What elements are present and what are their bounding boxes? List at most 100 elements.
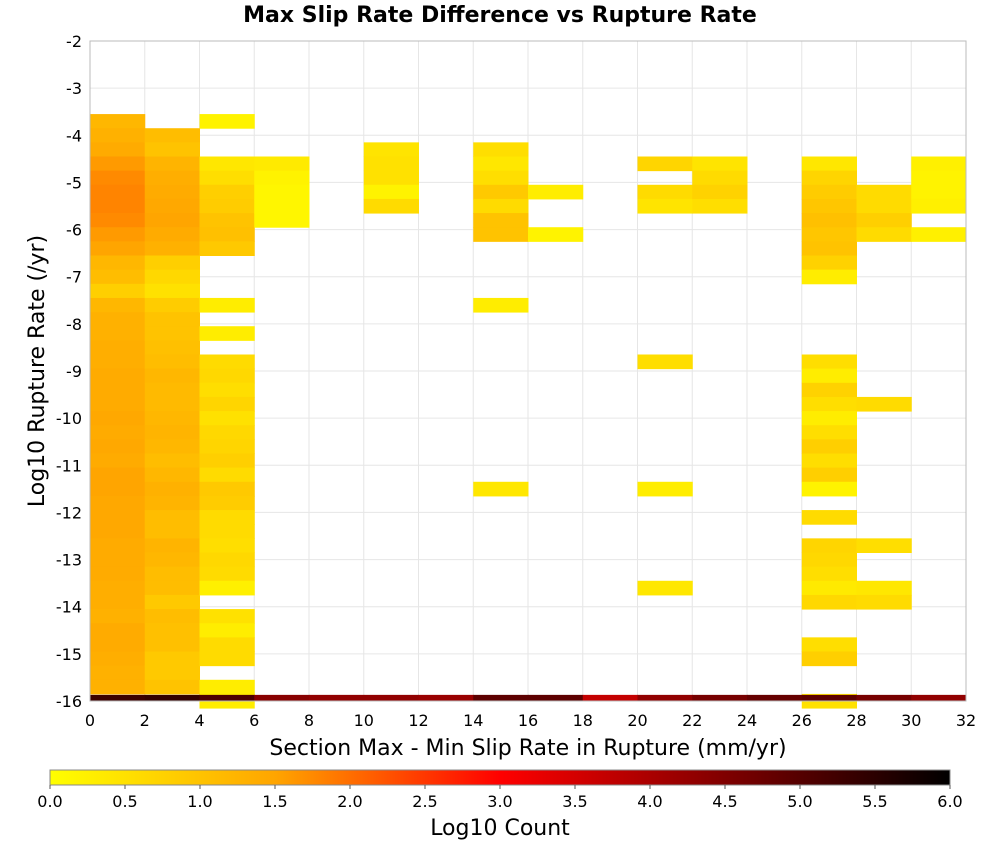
y-tick-label: -3 [66,79,82,98]
heatmap-cell [90,156,146,172]
colorbar-tick-label: 0.5 [112,792,137,811]
heatmap-cell [199,467,255,483]
heatmap-cell [911,198,967,214]
heatmap-cell [801,510,857,525]
colorbar-tick-label: 4.0 [637,792,662,811]
heatmap-cell [90,538,146,553]
heatmap-cell [144,142,200,157]
x-tick-label: 30 [901,711,921,730]
heatmap-cell-bottom-row [418,694,474,701]
heatmap-cell [199,552,255,568]
y-tick-label: -16 [56,692,82,711]
heatmap-cell [801,156,857,172]
chart-title: Max Slip Rate Difference vs Rupture Rate [243,3,757,28]
heatmap-cell [90,283,146,299]
heatmap-cell-bottom-row [637,694,693,701]
heatmap-cell [801,439,857,454]
x-tick-label: 22 [682,711,702,730]
heatmap-cell [144,255,200,271]
x-tick-label: 4 [194,711,204,730]
heatmap-cell [199,679,255,695]
heatmap-cell [90,382,146,398]
heatmap-cell-bottom-row [363,694,419,701]
heatmap-cell [801,354,857,370]
heatmap-cell [199,382,255,398]
x-tick-label: 18 [573,711,593,730]
heatmap-cell [199,651,255,667]
heatmap-cell [90,637,146,652]
heatmap-cell [692,156,748,172]
heatmap-cell [199,156,255,172]
heatmap-cell [90,594,146,610]
heatmap-cell [473,227,529,242]
heatmap-cell [144,495,200,511]
heatmap-cell [144,213,200,228]
heatmap-cell [144,396,200,412]
heatmap-cell [90,467,146,483]
heatmap-cell [801,368,857,384]
colorbar-tick-label: 1.0 [187,792,212,811]
heatmap-cell [90,524,146,539]
x-tick-label: 24 [737,711,757,730]
heatmap-cell-bottom-row [90,694,146,701]
heatmap-cell [856,396,912,412]
heatmap-cell [90,439,146,454]
heatmap-cell [801,580,857,596]
heatmap-cell [637,481,693,497]
heatmap-cell [473,297,529,313]
heatmap-cell [90,170,146,186]
heatmap-cell [637,198,693,214]
heatmap-cell [144,269,200,285]
heatmap-cell [144,580,200,596]
colorbar-tick-label: 5.0 [787,792,812,811]
x-tick-label: 28 [846,711,866,730]
colorbar-tick-labels: 0.0 0.5 1.0 1.5 2.0 2.5 3.0 3.5 4.0 4.5 5.0 5.5 6.0 [37,785,963,811]
heatmap-cell [199,580,255,596]
heatmap-cell [199,623,255,638]
colorbar-tick-label: 5.5 [862,792,887,811]
heatmap-cell [856,198,912,214]
heatmap-cell [199,453,255,469]
heatmap-cell-bottom-row [747,694,803,701]
heatmap-cell [801,184,857,200]
heatmap-cell-bottom-row [692,694,748,701]
heatmap-cell [90,128,146,143]
heatmap-cell [90,665,146,681]
heatmap-cell [90,241,146,256]
heatmap-cell [856,594,912,610]
heatmap-cell [199,481,255,497]
heatmap-cell [199,510,255,525]
y-tick-labels: -2 -3 -4 -5 -6 -7 -8 -9 -10 -11 -12 -13 -14 -15 -16 [56,32,82,711]
heatmap-cell [801,269,857,285]
heatmap-cell [144,184,200,200]
plot-frame [89,40,967,702]
heatmap-cell [199,538,255,553]
heatmap-cell [199,354,255,370]
y-tick-label: -5 [66,173,82,192]
heatmap-cell [144,524,200,539]
heatmap-cell [90,651,146,667]
colorbar-tick-label: 0.0 [37,792,62,811]
x-tick-label: 8 [304,711,314,730]
heatmap-cell [90,142,146,157]
heatmap-cell [90,368,146,384]
x-axis-title: Section Max - Min Slip Rate in Rupture (… [269,736,786,761]
x-tick-label: 2 [140,711,150,730]
colorbar-tick-label: 3.5 [562,792,587,811]
heatmap-cell [692,198,748,214]
y-tick-label: -6 [66,221,82,240]
heatmap-cell [144,637,200,652]
heatmap-cell [199,227,255,242]
heatmap-cell [528,227,584,242]
heatmap-cell [90,609,146,624]
heatmap-cell [254,156,310,172]
colorbar-label: Log10 Count [430,816,570,841]
y-tick-label: -11 [56,456,82,475]
colorbar-tick-label: 6.0 [937,792,962,811]
heatmap-cell [801,255,857,271]
heatmap-cell [144,453,200,469]
heatmap-cell [90,255,146,271]
heatmap-cell [90,354,146,370]
heatmap-cell [856,213,912,228]
